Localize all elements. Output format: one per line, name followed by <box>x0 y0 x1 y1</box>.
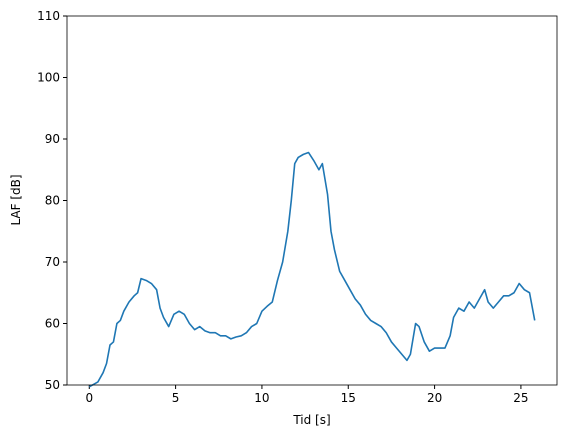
x-tick-label: 25 <box>513 391 528 405</box>
x-tick-label: 0 <box>85 391 93 405</box>
x-tick-label: 5 <box>172 391 180 405</box>
y-axis-label: LAF [dB] <box>9 174 23 225</box>
plot-frame <box>66 15 558 386</box>
x-tick-label: 20 <box>427 391 442 405</box>
y-tick-label: 80 <box>45 194 60 208</box>
y-tick-label: 50 <box>45 378 60 392</box>
y-tick-label: 90 <box>45 132 60 146</box>
x-tick-label: 10 <box>254 391 269 405</box>
data-line <box>88 151 536 388</box>
y-tick-label: 110 <box>37 9 60 23</box>
y-tick-label: 100 <box>37 71 60 85</box>
y-tick-label: 60 <box>45 317 60 331</box>
x-tick-label: 15 <box>341 391 356 405</box>
y-tick-label: 70 <box>45 255 60 269</box>
x-axis-label: Tid [s] <box>292 413 330 427</box>
